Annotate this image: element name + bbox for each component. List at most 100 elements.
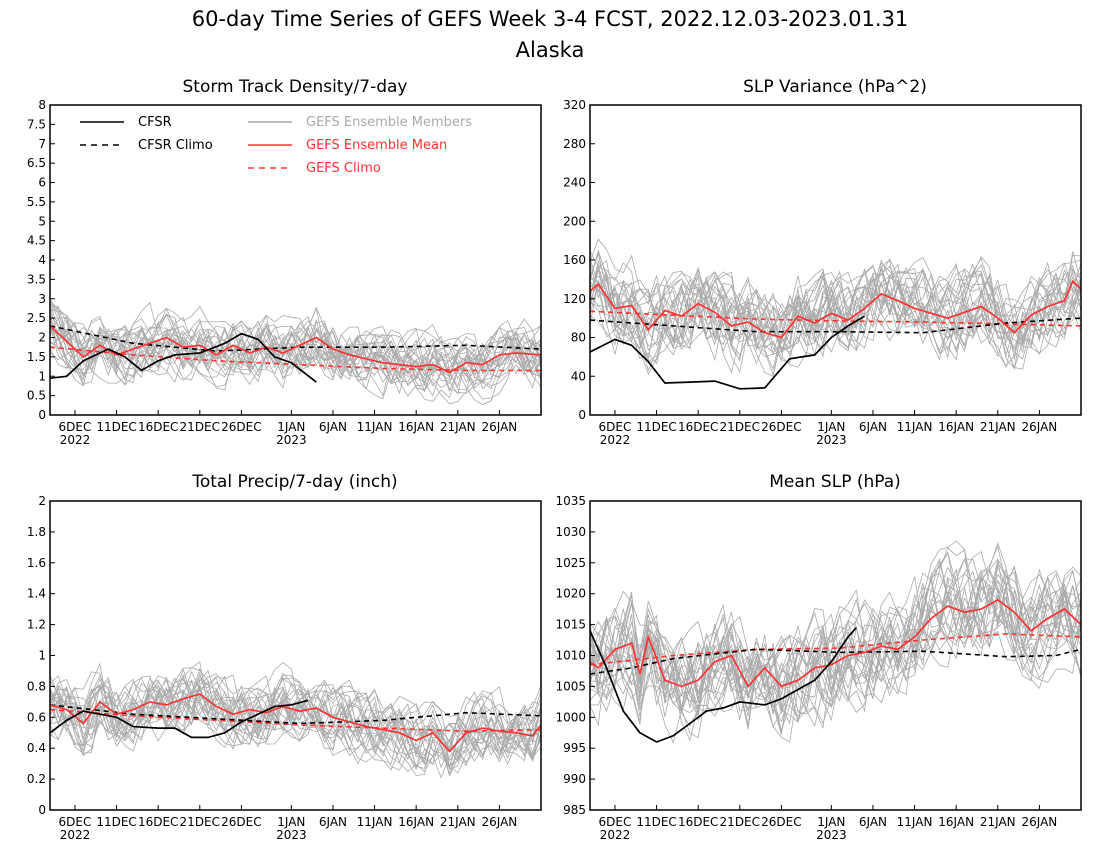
ensemble-member-line — [590, 541, 1081, 713]
ensemble-member-line — [590, 559, 1081, 730]
ensemble-member-line — [50, 306, 541, 390]
y-tick-label: 1.2 — [27, 618, 46, 632]
figure-subtitle: Alaska — [516, 38, 585, 62]
y-tick-label: 2.5 — [27, 311, 46, 325]
y-tick-label: 1035 — [555, 494, 586, 508]
x-tick-label: 21DEC — [720, 420, 760, 434]
ensemble-member-line — [50, 673, 541, 762]
legend: CFSR CFSR Climo GEFS Ensemble Members GE… — [80, 115, 472, 176]
ensemble-member-line — [50, 314, 541, 391]
y-tick-label: 1015 — [555, 618, 586, 632]
y-tick-label: 80 — [571, 331, 586, 345]
legend-label-cfsr-climo: CFSR Climo — [138, 138, 213, 153]
ensemble-member-line — [590, 566, 1081, 715]
ensemble-member-line — [590, 550, 1081, 725]
figure-title: 60-day Time Series of GEFS Week 3-4 FCST… — [192, 7, 909, 31]
x-tick-label: 21JAN — [980, 420, 1016, 434]
ensemble-member-line — [50, 688, 541, 765]
plot-frame — [589, 104, 1082, 416]
y-tick-label: 1.5 — [27, 350, 46, 364]
y-tick-label: 0 — [38, 803, 46, 817]
y-tick-label: 5.5 — [27, 195, 46, 209]
x-tick-label: 21JAN — [980, 815, 1016, 829]
y-tick-label: 200 — [563, 214, 586, 228]
y-tick-label: 985 — [563, 803, 586, 817]
y-tick-label: 0.6 — [27, 710, 46, 724]
series-cfsr — [50, 332, 317, 383]
ensemble-member-line — [590, 558, 1081, 742]
panel-title: Total Precip/7-day (inch) — [191, 472, 397, 492]
x-tick-label: 21JAN — [440, 420, 476, 434]
y-tick-label: 1010 — [555, 649, 586, 663]
x-tick-label: 1JAN — [817, 815, 845, 829]
series-cfsr-climo — [590, 648, 1081, 675]
y-tick-label: 1000 — [555, 710, 586, 724]
x-tick-label: 6DEC — [59, 815, 92, 829]
series-gefs-ensemble-mean — [590, 279, 1081, 339]
y-tick-label: 1.8 — [27, 525, 46, 539]
y-tick-label: 6 — [38, 176, 46, 190]
ensemble-member-line — [50, 676, 541, 770]
y-tick-label: 1005 — [555, 679, 586, 693]
x-tick-label: 1JAN — [817, 420, 845, 434]
y-tick-label: 1.4 — [27, 587, 46, 601]
ensemble-member-line — [50, 678, 541, 779]
ensemble-member-line — [50, 661, 541, 771]
x-tick-label: 11JAN — [357, 815, 393, 829]
y-tick-label: 7.5 — [27, 117, 46, 131]
panel-title: Mean SLP (hPa) — [769, 472, 901, 492]
plot-area — [50, 298, 541, 405]
ensemble-member-line — [50, 318, 541, 381]
y-tick-label: 3.5 — [27, 272, 46, 286]
legend-label-gefs-mean: GEFS Ensemble Mean — [306, 138, 447, 153]
plot-area — [590, 238, 1081, 390]
ensemble-member-line — [590, 252, 1081, 363]
panel-total-precip: Total Precip/7-day (inch) 0 0.2 0.4 0.6 0.8 1… — [27, 472, 542, 842]
x-tick-label: 26DEC — [761, 815, 801, 829]
x-tick-label: 16DEC — [678, 815, 718, 829]
x-tick-label: 26JAN — [481, 420, 517, 434]
ensemble-member-line — [590, 558, 1081, 723]
x-tick-label: 21JAN — [440, 815, 476, 829]
x-tick-label: 11JAN — [897, 420, 933, 434]
ensemble-member-line — [590, 267, 1081, 368]
y-tick-label: 2 — [38, 494, 46, 508]
y-tick-label: 2 — [38, 331, 46, 345]
legend-label-gefs-members: GEFS Ensemble Members — [306, 115, 472, 130]
x-tick-label: 6DEC — [599, 420, 632, 434]
plot-frame — [49, 500, 542, 811]
y-tick-label: 1.6 — [27, 556, 46, 570]
ensemble-member-line — [50, 306, 541, 405]
x-tick-label: 11DEC — [96, 420, 136, 434]
series-gefs-climo — [590, 633, 1081, 666]
x-tick-label: 26DEC — [221, 420, 261, 434]
panel-storm-track-density: Storm Track Density/7-day 0 0.5 1 1.5 2 2.5 3 3… — [27, 77, 542, 447]
y-tick-label: 4.5 — [27, 234, 46, 248]
x-tick-label: 26JAN — [481, 815, 517, 829]
ensemble-member-line — [590, 250, 1081, 364]
series-gefs-climo — [50, 346, 541, 372]
series-cfsr-climo — [50, 325, 541, 352]
x-tick-year-label: 2023 — [276, 828, 307, 842]
ensemble-member-line — [50, 679, 541, 774]
x-tick-label: 11JAN — [897, 815, 933, 829]
y-tick-label: 280 — [563, 137, 586, 151]
x-tick-year-label: 2023 — [816, 828, 847, 842]
series-cfsr — [590, 315, 866, 390]
x-tick-label: 16JAN — [938, 815, 974, 829]
x-tick-label: 21DEC — [180, 815, 220, 829]
x-tick-label: 16JAN — [938, 420, 974, 434]
y-tick-label: 4 — [38, 253, 46, 267]
y-tick-label: 3 — [38, 292, 46, 306]
x-tick-label: 26DEC — [761, 420, 801, 434]
ensemble-member-line — [50, 674, 541, 769]
x-tick-label: 16DEC — [138, 815, 178, 829]
ensemble-member-line — [590, 269, 1081, 341]
x-tick-label: 26DEC — [221, 815, 261, 829]
x-tick-label: 6JAN — [319, 420, 347, 434]
x-tick-year-label: 2023 — [276, 433, 307, 447]
ensemble-member-line — [50, 676, 541, 777]
y-tick-label: 0.5 — [27, 389, 46, 403]
y-tick-label: 8 — [38, 98, 46, 112]
